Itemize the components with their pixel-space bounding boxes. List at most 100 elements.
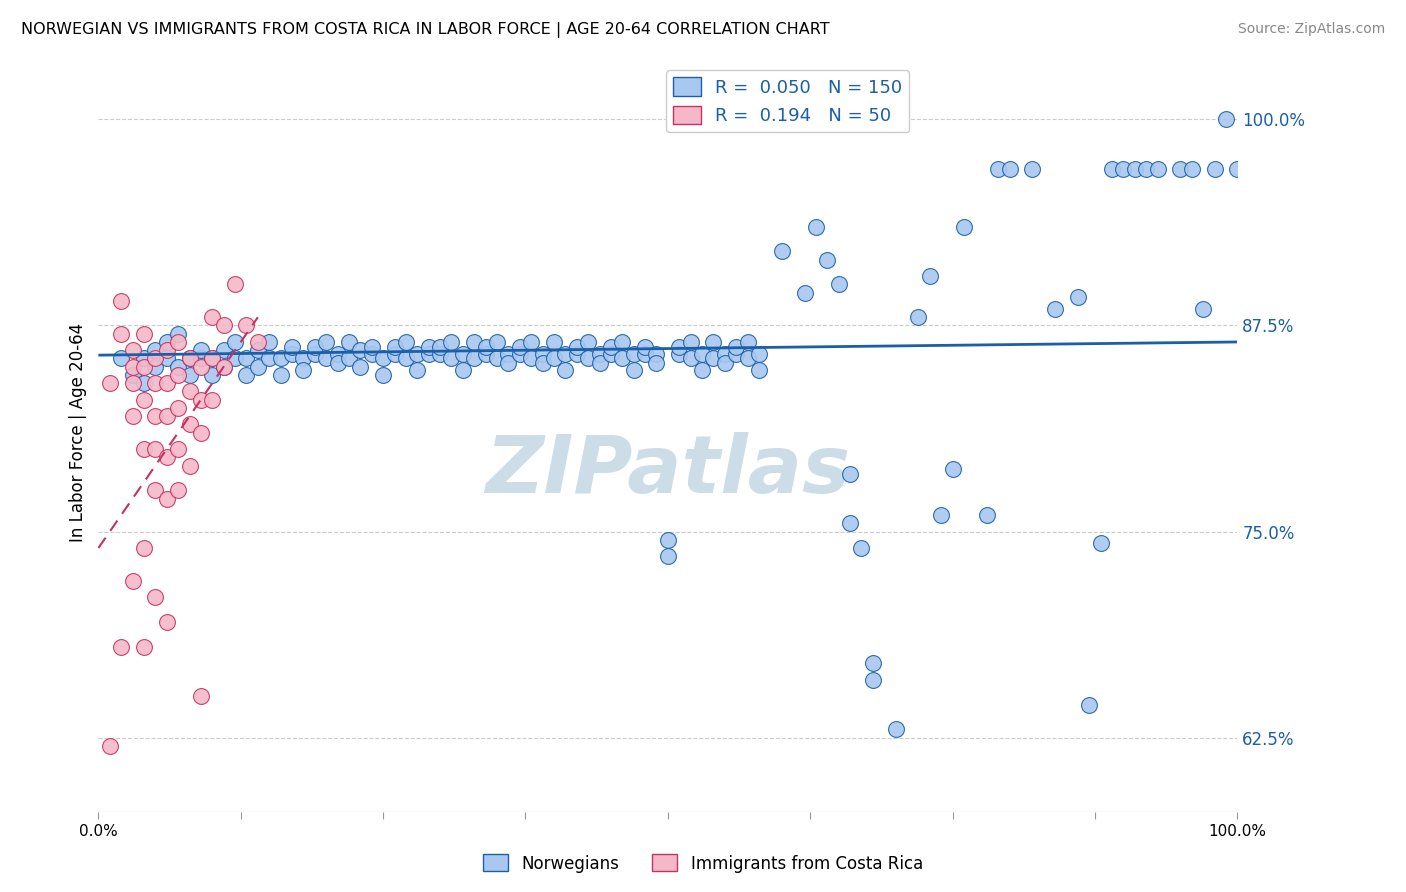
Point	[942, 462, 965, 476]
Point	[270, 351, 292, 366]
Point	[145, 409, 167, 424]
Point	[201, 351, 224, 366]
Point	[429, 346, 451, 360]
Point	[520, 334, 543, 349]
Point	[167, 334, 190, 349]
Point	[429, 340, 451, 354]
Point	[235, 318, 257, 333]
Point	[132, 359, 155, 374]
Point	[167, 368, 190, 382]
Point	[190, 392, 212, 407]
Point	[884, 723, 907, 737]
Point	[360, 346, 382, 360]
Text: ZIPatlas: ZIPatlas	[485, 432, 851, 509]
Point	[281, 340, 304, 354]
Point	[326, 356, 349, 370]
Point	[246, 343, 269, 358]
Point	[132, 442, 155, 456]
Point	[281, 346, 304, 360]
Point	[793, 285, 815, 300]
Point	[623, 346, 645, 360]
Point	[1192, 301, 1215, 316]
Point	[167, 359, 190, 374]
Point	[212, 359, 235, 374]
Point	[371, 351, 394, 366]
Point	[156, 351, 179, 366]
Point	[748, 363, 770, 377]
Point	[520, 351, 543, 366]
Point	[657, 549, 679, 564]
Point	[634, 346, 657, 360]
Point	[451, 363, 474, 377]
Point	[418, 346, 440, 360]
Point	[167, 326, 190, 341]
Point	[474, 346, 496, 360]
Point	[132, 351, 155, 366]
Point	[145, 359, 167, 374]
Point	[679, 334, 702, 349]
Point	[600, 346, 623, 360]
Point	[212, 318, 235, 333]
Point	[725, 346, 748, 360]
Point	[907, 310, 929, 325]
Point	[156, 450, 179, 465]
Point	[440, 351, 463, 366]
Point	[1021, 161, 1043, 176]
Point	[259, 334, 281, 349]
Point	[976, 508, 998, 522]
Point	[167, 483, 190, 498]
Point	[224, 351, 246, 366]
Point	[1123, 161, 1146, 176]
Legend: R =  0.050   N = 150, R =  0.194   N = 50: R = 0.050 N = 150, R = 0.194 N = 50	[666, 70, 910, 132]
Point	[839, 516, 862, 531]
Point	[246, 359, 269, 374]
Y-axis label: In Labor Force | Age 20-64: In Labor Force | Age 20-64	[69, 323, 87, 542]
Point	[179, 458, 201, 473]
Point	[156, 376, 179, 391]
Point	[337, 351, 360, 366]
Point	[612, 334, 634, 349]
Point	[543, 334, 565, 349]
Point	[862, 657, 884, 671]
Point	[360, 340, 382, 354]
Point	[440, 334, 463, 349]
Point	[1215, 112, 1237, 127]
Point	[918, 268, 941, 283]
Point	[201, 310, 224, 325]
Point	[201, 392, 224, 407]
Point	[121, 376, 143, 391]
Point	[179, 351, 201, 366]
Point	[110, 293, 132, 308]
Point	[588, 346, 610, 360]
Point	[132, 392, 155, 407]
Point	[201, 351, 224, 366]
Point	[156, 334, 179, 349]
Point	[463, 334, 485, 349]
Point	[929, 508, 952, 522]
Point	[612, 351, 634, 366]
Point	[679, 351, 702, 366]
Point	[737, 351, 759, 366]
Point	[702, 334, 724, 349]
Point	[395, 334, 418, 349]
Point	[634, 340, 657, 354]
Point	[1146, 161, 1168, 176]
Point	[259, 351, 281, 366]
Point	[543, 351, 565, 366]
Point	[304, 346, 326, 360]
Point	[156, 409, 179, 424]
Point	[190, 690, 212, 704]
Point	[371, 368, 394, 382]
Point	[337, 334, 360, 349]
Point	[554, 363, 576, 377]
Point	[851, 541, 873, 555]
Point	[190, 359, 212, 374]
Point	[770, 244, 793, 259]
Point	[349, 359, 371, 374]
Point	[246, 334, 269, 349]
Point	[406, 363, 429, 377]
Point	[179, 368, 201, 382]
Point	[98, 739, 121, 753]
Point	[110, 351, 132, 366]
Point	[418, 340, 440, 354]
